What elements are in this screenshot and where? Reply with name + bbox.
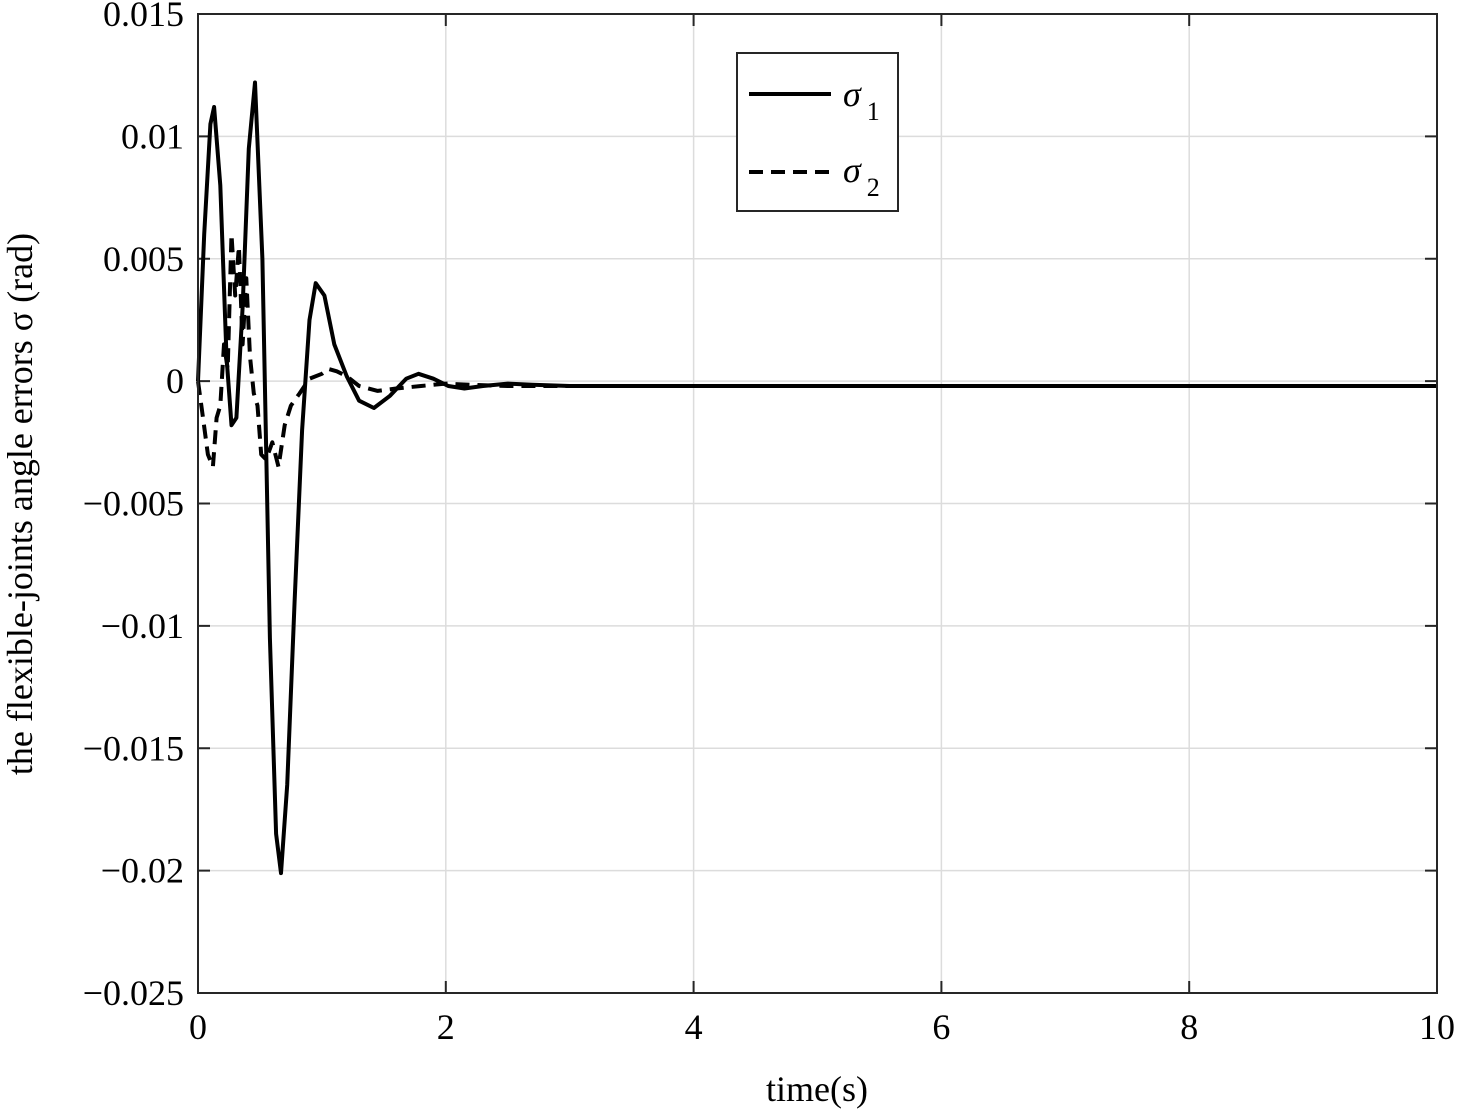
- y-axis-label: the flexible-joints angle errors σ (rad): [0, 233, 40, 775]
- x-tick-label: 8: [1180, 1007, 1198, 1047]
- x-tick-label: 2: [437, 1007, 455, 1047]
- y-tick-labels: 0.015 0.01 0.005 0 −0.005 −0.01 −0.015 −0.02 −0.…: [83, 0, 184, 1013]
- legend-symbol-sigma2: σ: [843, 150, 862, 190]
- series-line-sigma2: [196, 232, 1437, 469]
- y-tick-label: 0.005: [103, 239, 184, 279]
- legend-subscript-sigma1: 1: [867, 97, 880, 126]
- series-lines: [196, 80, 1437, 876]
- y-tick-label: −0.01: [101, 606, 184, 646]
- y-tick-label: −0.005: [83, 484, 184, 524]
- x-axis-label: time(s): [766, 1069, 868, 1109]
- x-tick-label: 4: [685, 1007, 703, 1047]
- y-tick-label: −0.015: [83, 728, 184, 768]
- x-tick-label: 0: [189, 1007, 207, 1047]
- x-tick-label: 6: [932, 1007, 950, 1047]
- x-tick-label: 10: [1419, 1007, 1455, 1047]
- plot-frame: [197, 13, 1438, 994]
- y-tick-label: 0: [166, 361, 184, 401]
- y-tick-label: 0.015: [103, 0, 184, 34]
- legend-box: [736, 52, 899, 212]
- y-tick-label: 0.01: [121, 116, 184, 156]
- legend-symbol-sigma1: σ: [843, 74, 862, 114]
- legend-subscript-sigma2: 2: [867, 173, 880, 202]
- y-tick-label: −0.025: [83, 973, 184, 1013]
- y-tick-label: −0.02: [101, 851, 184, 891]
- x-tick-labels: 0 2 4 6 8 10: [189, 1007, 1455, 1047]
